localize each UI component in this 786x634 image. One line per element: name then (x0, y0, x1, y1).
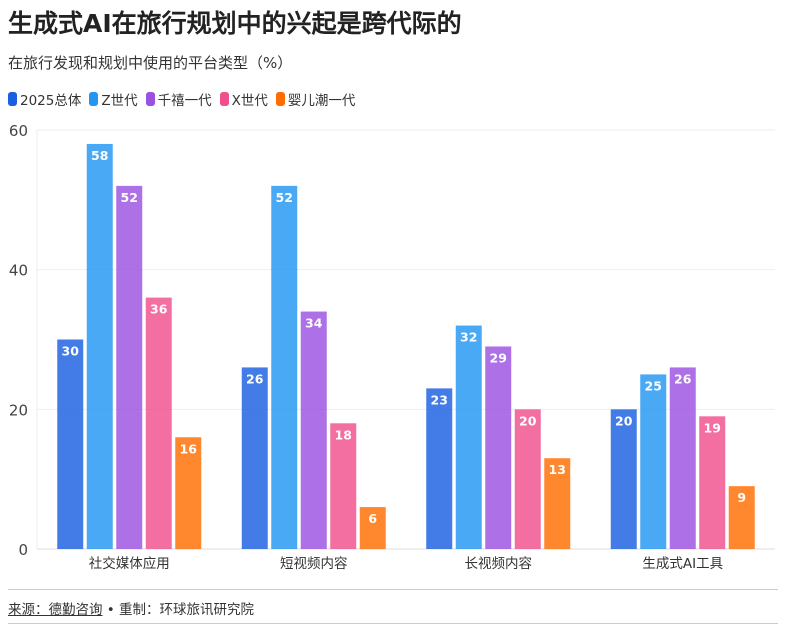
legend-item[interactable]: 千禧一代 (145, 89, 212, 109)
data-label: 30 (62, 344, 80, 359)
legend-item[interactable]: X世代 (219, 89, 268, 109)
x-tick-label: 短视频内容 (280, 555, 348, 572)
bar (241, 367, 268, 549)
bar (485, 346, 512, 549)
data-label: 9 (737, 490, 746, 505)
data-label: 34 (305, 316, 323, 331)
legend-swatch (219, 92, 229, 106)
data-label: 36 (150, 302, 168, 317)
data-label: 25 (645, 378, 662, 393)
data-label: 52 (121, 190, 138, 205)
x-tick-label: 长视频内容 (465, 555, 533, 572)
data-label: 18 (335, 427, 352, 442)
legend-swatch (275, 92, 285, 106)
data-label: 6 (368, 511, 377, 526)
chart-title: 生成式AI在旅行规划中的兴起是跨代际的 (8, 9, 462, 38)
y-tick-label: 40 (9, 262, 28, 280)
data-label: 32 (460, 330, 477, 345)
x-tick-label: 社交媒体应用 (89, 555, 170, 572)
bar (699, 416, 726, 549)
data-label: 58 (91, 148, 108, 163)
legend-label: 婴儿潮一代 (287, 93, 356, 109)
bar (728, 486, 755, 549)
data-label: 26 (674, 371, 692, 386)
data-label: 52 (276, 190, 293, 205)
legend-swatch (145, 92, 155, 106)
data-label: 19 (704, 420, 721, 435)
bar (544, 458, 571, 549)
y-tick-label: 0 (18, 541, 28, 559)
bar (57, 339, 84, 549)
legend-label: 2025总体 (20, 93, 82, 109)
data-label: 16 (180, 441, 198, 456)
y-tick-label: 60 (9, 122, 28, 140)
legend-item[interactable]: Z世代 (89, 89, 138, 109)
credit: 重制：环球旅讯研究院 (119, 602, 255, 618)
bar (640, 374, 667, 549)
bar (514, 409, 541, 549)
source-link[interactable]: 来源：德勤咨询 (8, 602, 103, 618)
bar (300, 311, 327, 549)
data-label: 13 (549, 462, 566, 477)
data-label: 26 (246, 371, 264, 386)
bar (669, 367, 696, 549)
bar (175, 437, 202, 549)
legend-item[interactable]: 2025总体 (8, 89, 81, 109)
bar (359, 507, 386, 549)
legend-label: X世代 (231, 93, 268, 109)
separator: • (102, 602, 120, 618)
divider (8, 589, 778, 590)
chart-subtitle: 在旅行发现和规划中使用的平台类型（%） (8, 54, 293, 72)
data-label: 23 (431, 392, 448, 407)
bar (455, 325, 482, 549)
legend-label: Z世代 (101, 93, 138, 109)
bar (610, 409, 637, 549)
divider (8, 623, 778, 624)
y-tick-label: 20 (9, 401, 28, 419)
bar (271, 185, 298, 549)
bar (86, 143, 113, 549)
bar (330, 423, 357, 549)
x-tick-label: 生成式AI工具 (642, 556, 723, 572)
legend-item[interactable]: 婴儿潮一代 (275, 89, 356, 109)
data-label: 29 (490, 350, 507, 365)
legend: 2025总体 Z世代 千禧一代 X世代 婴儿潮一代 (8, 89, 355, 109)
data-label: 20 (519, 413, 537, 428)
bar (116, 185, 143, 549)
legend-swatch (89, 92, 99, 106)
legend-label: 千禧一代 (157, 93, 212, 109)
bar (145, 297, 172, 549)
data-label: 20 (615, 413, 633, 428)
bar (426, 388, 453, 549)
footer: 来源：德勤咨询 • 重制：环球旅讯研究院 (8, 598, 254, 618)
legend-swatch (8, 92, 17, 106)
